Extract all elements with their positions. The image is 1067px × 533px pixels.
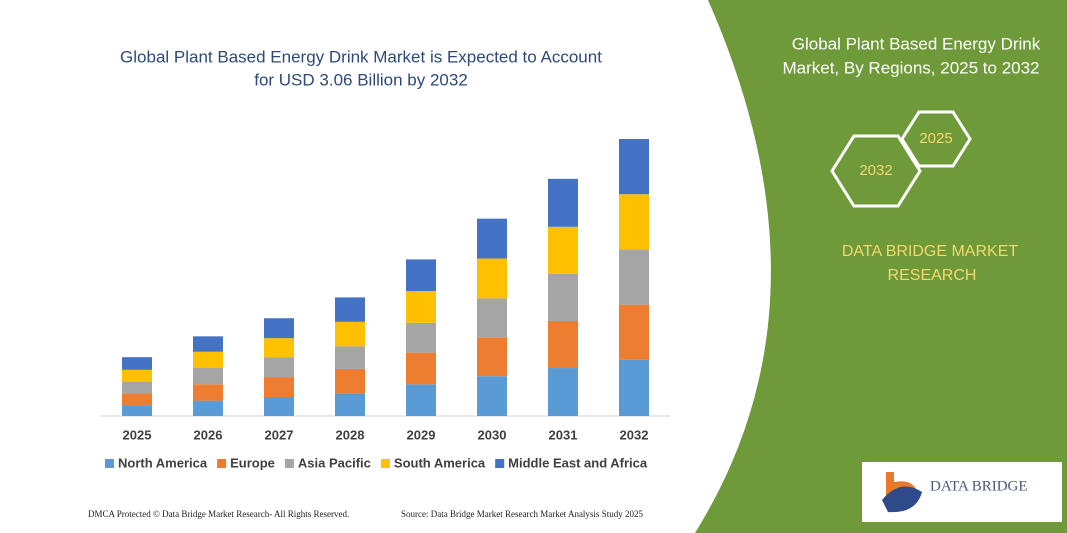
x-tick-label: 2032 [620,427,649,442]
x-tick-label: 2027 [265,427,294,442]
bar-segment [477,376,507,416]
bar-segment [193,368,223,385]
panel-title: Global Plant Based Energy Drink [792,34,1041,53]
legend-swatch [495,459,505,468]
bar-segment [122,357,152,370]
legend-label: North America [118,455,208,470]
x-tick-label: 2025 [123,427,152,442]
chart-title: for USD 3.06 Billion by 2032 [254,70,468,89]
bar-segment [122,405,152,416]
bar-segment [122,369,152,382]
legend-swatch [380,459,390,468]
brand-text: DATA BRIDGE MARKET [842,243,1019,260]
bar-segment [406,291,436,323]
bar-segment [619,139,649,195]
bar-segment [193,351,223,369]
chart-title: Global Plant Based Energy Drink Market i… [120,47,602,66]
hexagon [900,110,972,168]
x-tick-label: 2029 [407,427,436,442]
bar-segment [619,194,649,250]
panel-title: Market, By Regions, 2025 to 2032 [782,58,1039,77]
bar-segment [548,320,578,369]
side-panel [695,0,1067,533]
bar-segment [477,218,507,259]
bar-segment [193,336,223,352]
x-tick-label: 2026 [194,427,223,442]
brand-text: RESEARCH [888,267,977,284]
logo-text: DATA BRIDGE [930,478,1028,494]
bar-segment [264,377,294,397]
bar-segment [264,396,294,416]
legend-swatch [105,459,114,468]
x-tick-label: 2028 [336,427,365,442]
bar-segment [335,393,365,416]
x-tick-label: 2031 [549,427,578,442]
bar-segment [264,357,294,378]
bar-segment [406,259,436,292]
legend-label: Middle East and Africa [508,455,648,470]
legend-swatch [217,459,227,468]
bar-segment [548,273,578,321]
bar-segment [335,346,365,369]
bar-segment [477,337,507,377]
bar-segment [122,393,152,406]
logo-mark [882,486,922,513]
legend-swatch [284,459,294,468]
bar-segment [619,359,649,416]
bar-segment [548,226,578,274]
bar-segment [264,318,294,339]
bar-segment [619,249,649,305]
bar-segment [335,321,365,347]
bar-segment [193,384,223,401]
bar-segment [477,298,507,338]
bar-segment [548,368,578,416]
bar-segment [335,368,365,394]
x-tick-label: 2030 [478,427,507,442]
bar-segment [335,297,365,322]
footer-right: Source: Data Bridge Market Research Mark… [401,509,643,519]
hex-label: 2025 [919,130,952,147]
hexagon [830,134,922,208]
legend-label: Europe [230,455,275,470]
bar-segment [406,322,436,353]
bar-segment [477,258,507,299]
bar-segment [548,178,578,227]
bar-segment [122,381,152,394]
bar-segment [264,338,294,358]
bar-segment [406,384,436,416]
bar-segment [406,352,436,385]
legend-label: South America [394,455,486,470]
legend-label: Asia Pacific [298,455,371,470]
bar-segment [193,400,223,416]
hex-label: 2032 [859,162,892,179]
footer-left: DMCA Protected © Data Bridge Market Rese… [88,509,349,519]
bar-segment [619,304,649,360]
